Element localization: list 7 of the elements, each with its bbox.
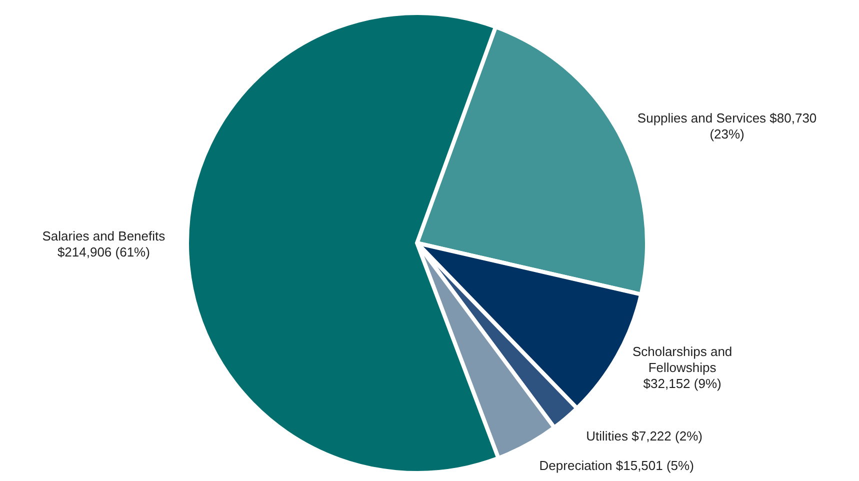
- data-label: $32,152 (9%): [643, 376, 722, 391]
- slice-label: Salaries and Benefits: [42, 228, 166, 244]
- slice-label: Supplies and Services $80,730 (23%): [637, 110, 817, 142]
- slice-label: Depreciation $15,501 (5%): [539, 458, 694, 473]
- data-label: $214,906 (61%): [57, 244, 150, 260]
- slice-label: Utilities $7,222 (2%): [586, 428, 702, 444]
- slice-label: Scholarships and Fellowships: [632, 344, 732, 375]
